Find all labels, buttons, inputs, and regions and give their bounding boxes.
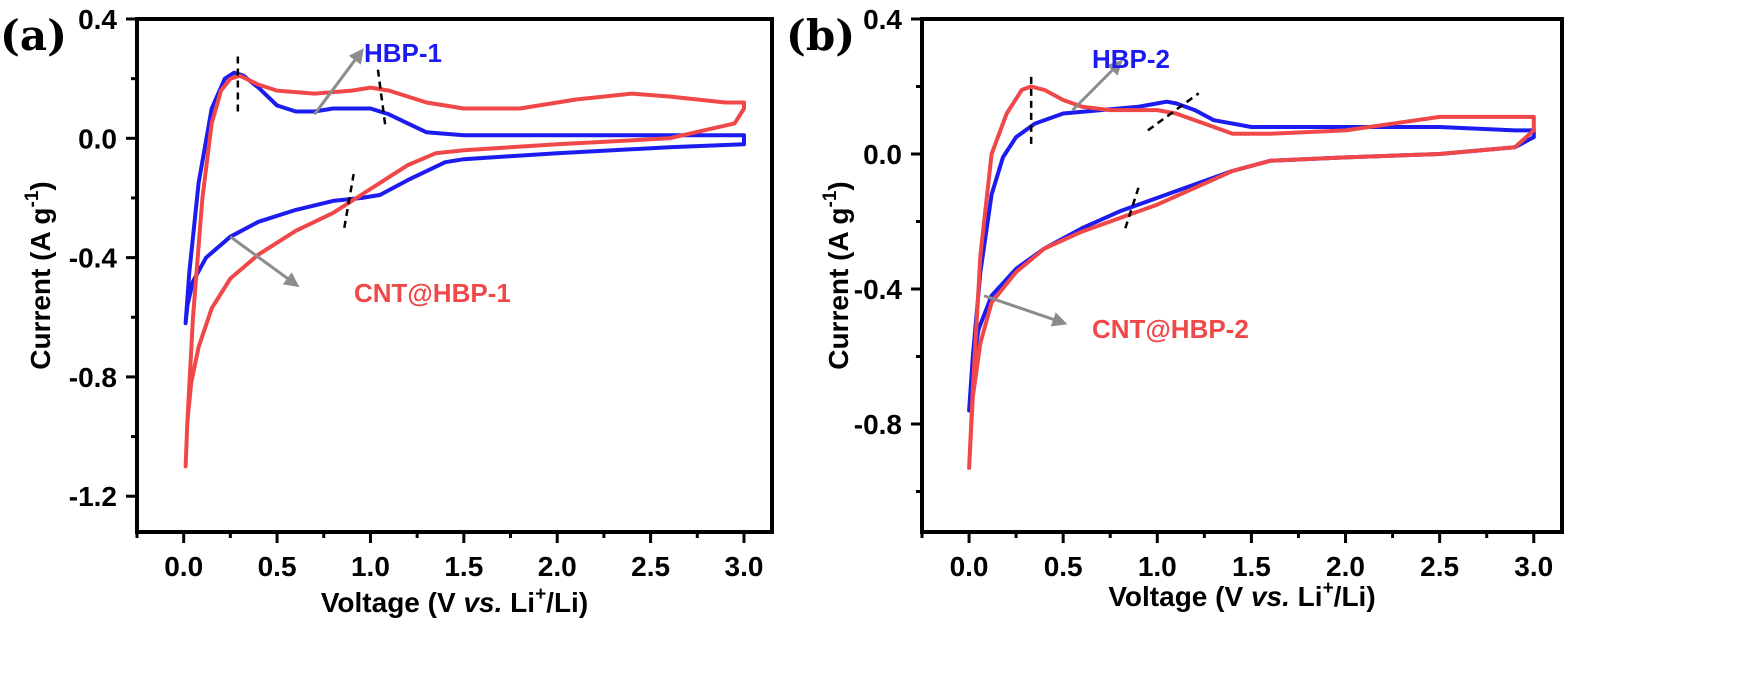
x-tick-label: 2.5: [631, 551, 670, 582]
y-tick-label: -0.8: [854, 409, 902, 440]
pointer-arrow: [229, 235, 300, 288]
y-axis-label: Current (A g-1): [820, 181, 854, 370]
x-axis-label-part: Li: [1290, 581, 1323, 612]
x-axis-label-part: Voltage (V: [321, 587, 464, 618]
y-tick-label: -0.4: [69, 243, 118, 274]
x-tick-label: 3.0: [1514, 551, 1553, 582]
panel-label: (a): [0, 11, 67, 60]
y-tick-label: -1.2: [69, 481, 117, 512]
series-label: HBP-2: [1092, 44, 1170, 74]
y-axis-label-part: Current (A g: [25, 207, 56, 369]
y-tick-label: 0.4: [78, 4, 117, 35]
x-axis-label-part: vs.: [1251, 581, 1290, 612]
series-line-hbp-2: [967, 99, 1536, 413]
series-label: CNT@HBP-2: [1092, 314, 1249, 344]
y-axis-label-part: ): [25, 181, 56, 190]
y-tick-label: 0.0: [863, 139, 902, 170]
plot-frame: [920, 17, 1564, 534]
y-axis-label-part: ): [823, 181, 854, 190]
pointer-arrow: [1071, 59, 1123, 112]
x-tick-label: 3.0: [725, 551, 764, 582]
x-tick-label: 0.5: [1044, 551, 1083, 582]
x-axis-label-part: /Li): [546, 587, 588, 618]
series-label: HBP-1: [364, 38, 442, 68]
y-axis-label-part: -1: [820, 190, 841, 207]
peak-dashed-marker: [343, 173, 355, 228]
x-axis-label-part: /Li): [1334, 581, 1376, 612]
y-tick-label: -0.4: [854, 274, 903, 305]
y-axis-label-part: Current (A g: [823, 207, 854, 369]
x-tick-label: 1.0: [1138, 551, 1177, 582]
x-tick-label: 2.0: [538, 551, 577, 582]
series-label: CNT@HBP-1: [354, 278, 511, 308]
x-tick-label: 1.5: [444, 551, 483, 582]
chart-panel-a: 0.0 0.5 1.0 1.5 2.0 2.5 3.0 0.4 0.0 -0.4 -0.8 -1.2 H…: [0, 4, 774, 618]
y-axis-label-part: -1: [22, 190, 43, 207]
peak-dashed-marker: [376, 69, 387, 127]
x-tick-label: 0.0: [950, 551, 989, 582]
y-axis-label: Current (A g-1): [22, 181, 56, 370]
y-tick-label: -0.8: [69, 362, 117, 393]
x-tick-label: 1.5: [1232, 551, 1271, 582]
x-axis-label-part: +: [1323, 578, 1334, 599]
panel-label: (b): [786, 11, 855, 60]
series-line-cnt-hbp-2: [967, 84, 1536, 470]
x-axis-label-part: Voltage (V: [1108, 581, 1251, 612]
x-tick-label: 0.0: [164, 551, 203, 582]
y-tick-label: 0.4: [863, 4, 902, 35]
pointer-arrow: [313, 48, 364, 116]
pointer-arrow: [983, 294, 1068, 327]
x-tick-label: 2.0: [1326, 551, 1365, 582]
x-axis-label-part: Li: [502, 587, 535, 618]
x-axis-label-part: vs.: [463, 587, 502, 618]
chart-panel-b: 0.0 0.5 1.0 1.5 2.0 2.5 3.0 0.4 0.0 -0.4 -0.8 HBP-2…: [786, 4, 1564, 612]
x-axis-label: Voltage (V vs. Li+/Li): [1108, 578, 1375, 612]
series-line-cnt-hbp-1: [183, 73, 746, 469]
x-tick-label: 0.5: [258, 551, 297, 582]
x-axis-label: Voltage (V vs. Li+/Li): [321, 584, 588, 618]
y-tick-label: 0.0: [78, 123, 117, 154]
plot-frame: [135, 17, 774, 534]
x-axis-label-part: +: [535, 584, 546, 605]
x-tick-label: 2.5: [1420, 551, 1459, 582]
x-tick-label: 1.0: [351, 551, 390, 582]
peak-dashed-marker: [1147, 92, 1200, 132]
